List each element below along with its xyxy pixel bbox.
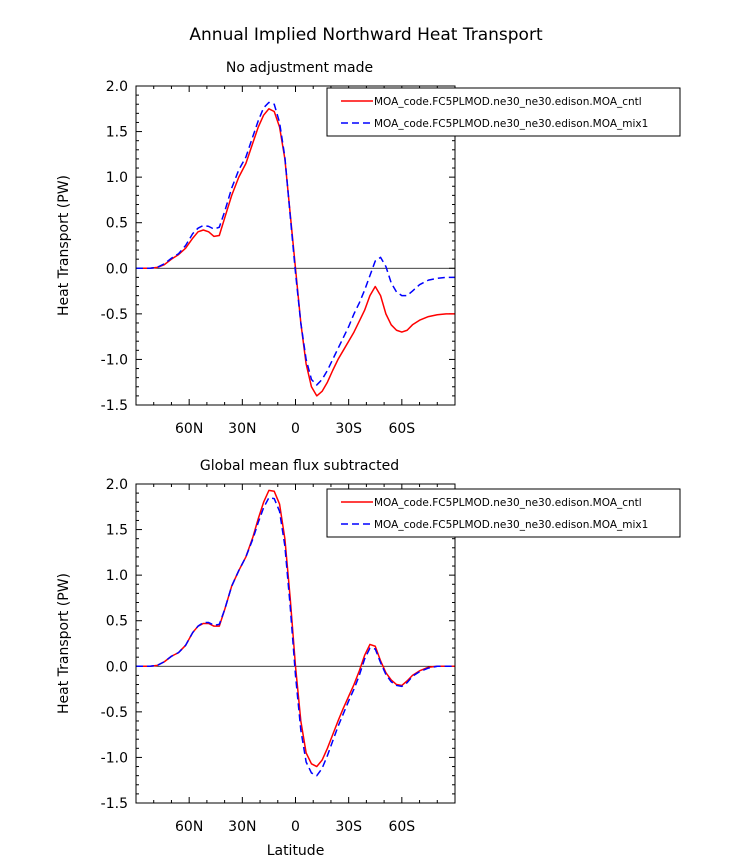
y-tick-label: -1.5 <box>101 398 128 414</box>
x-tick-label: 60N <box>175 819 203 835</box>
y-axis-label: Heat Transport (PW) <box>56 175 72 316</box>
series-line-mix1 <box>136 496 455 777</box>
panel-title: Global mean flux subtracted <box>200 458 399 474</box>
x-tick-label: 0 <box>291 819 300 835</box>
y-tick-label: 1.5 <box>106 125 128 141</box>
legend-label: MOA_code.FC5PLMOD.ne30_ne30.edison.MOA_c… <box>374 497 642 509</box>
plot-frame <box>135 85 456 406</box>
y-tick-label: 0.0 <box>106 659 128 675</box>
x-tick-label: 60N <box>175 421 203 437</box>
y-tick-label: 2.0 <box>106 79 128 95</box>
y-tick-label: 1.5 <box>106 523 128 539</box>
x-tick-label: 30S <box>335 421 362 437</box>
x-tick-label: 60S <box>388 421 415 437</box>
y-tick-label: -1.0 <box>101 750 128 766</box>
plot-frame <box>135 483 456 804</box>
top-panel: No adjustment made -1.5 -1.0 -0.5 0.0 0.5 1.0 1… <box>56 60 681 437</box>
x-tick-label: 0 <box>291 421 300 437</box>
y-tick-label: -1.5 <box>101 796 128 812</box>
y-tick-label: 0.5 <box>106 216 128 232</box>
bottom-panel: Global mean flux subtracted -1.5 -1.0 -0.5 0… <box>56 458 681 859</box>
y-tick-label: 1.0 <box>106 568 128 584</box>
x-tick-label: 30N <box>228 421 256 437</box>
legend-label: MOA_code.FC5PLMOD.ne30_ne30.edison.MOA_m… <box>374 118 648 130</box>
series-line-cntl <box>136 108 455 397</box>
x-tick-label: 30N <box>228 819 256 835</box>
series-line-mix1 <box>136 101 455 386</box>
legend-label: MOA_code.FC5PLMOD.ne30_ne30.edison.MOA_m… <box>374 519 648 531</box>
panel-title: No adjustment made <box>226 60 373 76</box>
y-axis-label: Heat Transport (PW) <box>56 573 72 714</box>
y-tick-label: -0.5 <box>101 705 128 721</box>
y-tick-label: 2.0 <box>106 477 128 493</box>
y-tick-label: -0.5 <box>101 307 128 323</box>
y-tick-label: 0.5 <box>106 614 128 630</box>
legend-box <box>326 87 681 137</box>
figure-title: Annual Implied Northward Heat Transport <box>189 25 543 45</box>
legend-box <box>326 488 681 538</box>
y-tick-label: -1.0 <box>101 352 128 368</box>
x-tick-label: 60S <box>388 819 415 835</box>
y-tick-label: 0.0 <box>106 261 128 277</box>
x-tick-label: 30S <box>335 819 362 835</box>
x-axis-label: Latitude <box>267 843 325 859</box>
y-tick-label: 1.0 <box>106 170 128 186</box>
legend-label: MOA_code.FC5PLMOD.ne30_ne30.edison.MOA_c… <box>374 96 642 108</box>
